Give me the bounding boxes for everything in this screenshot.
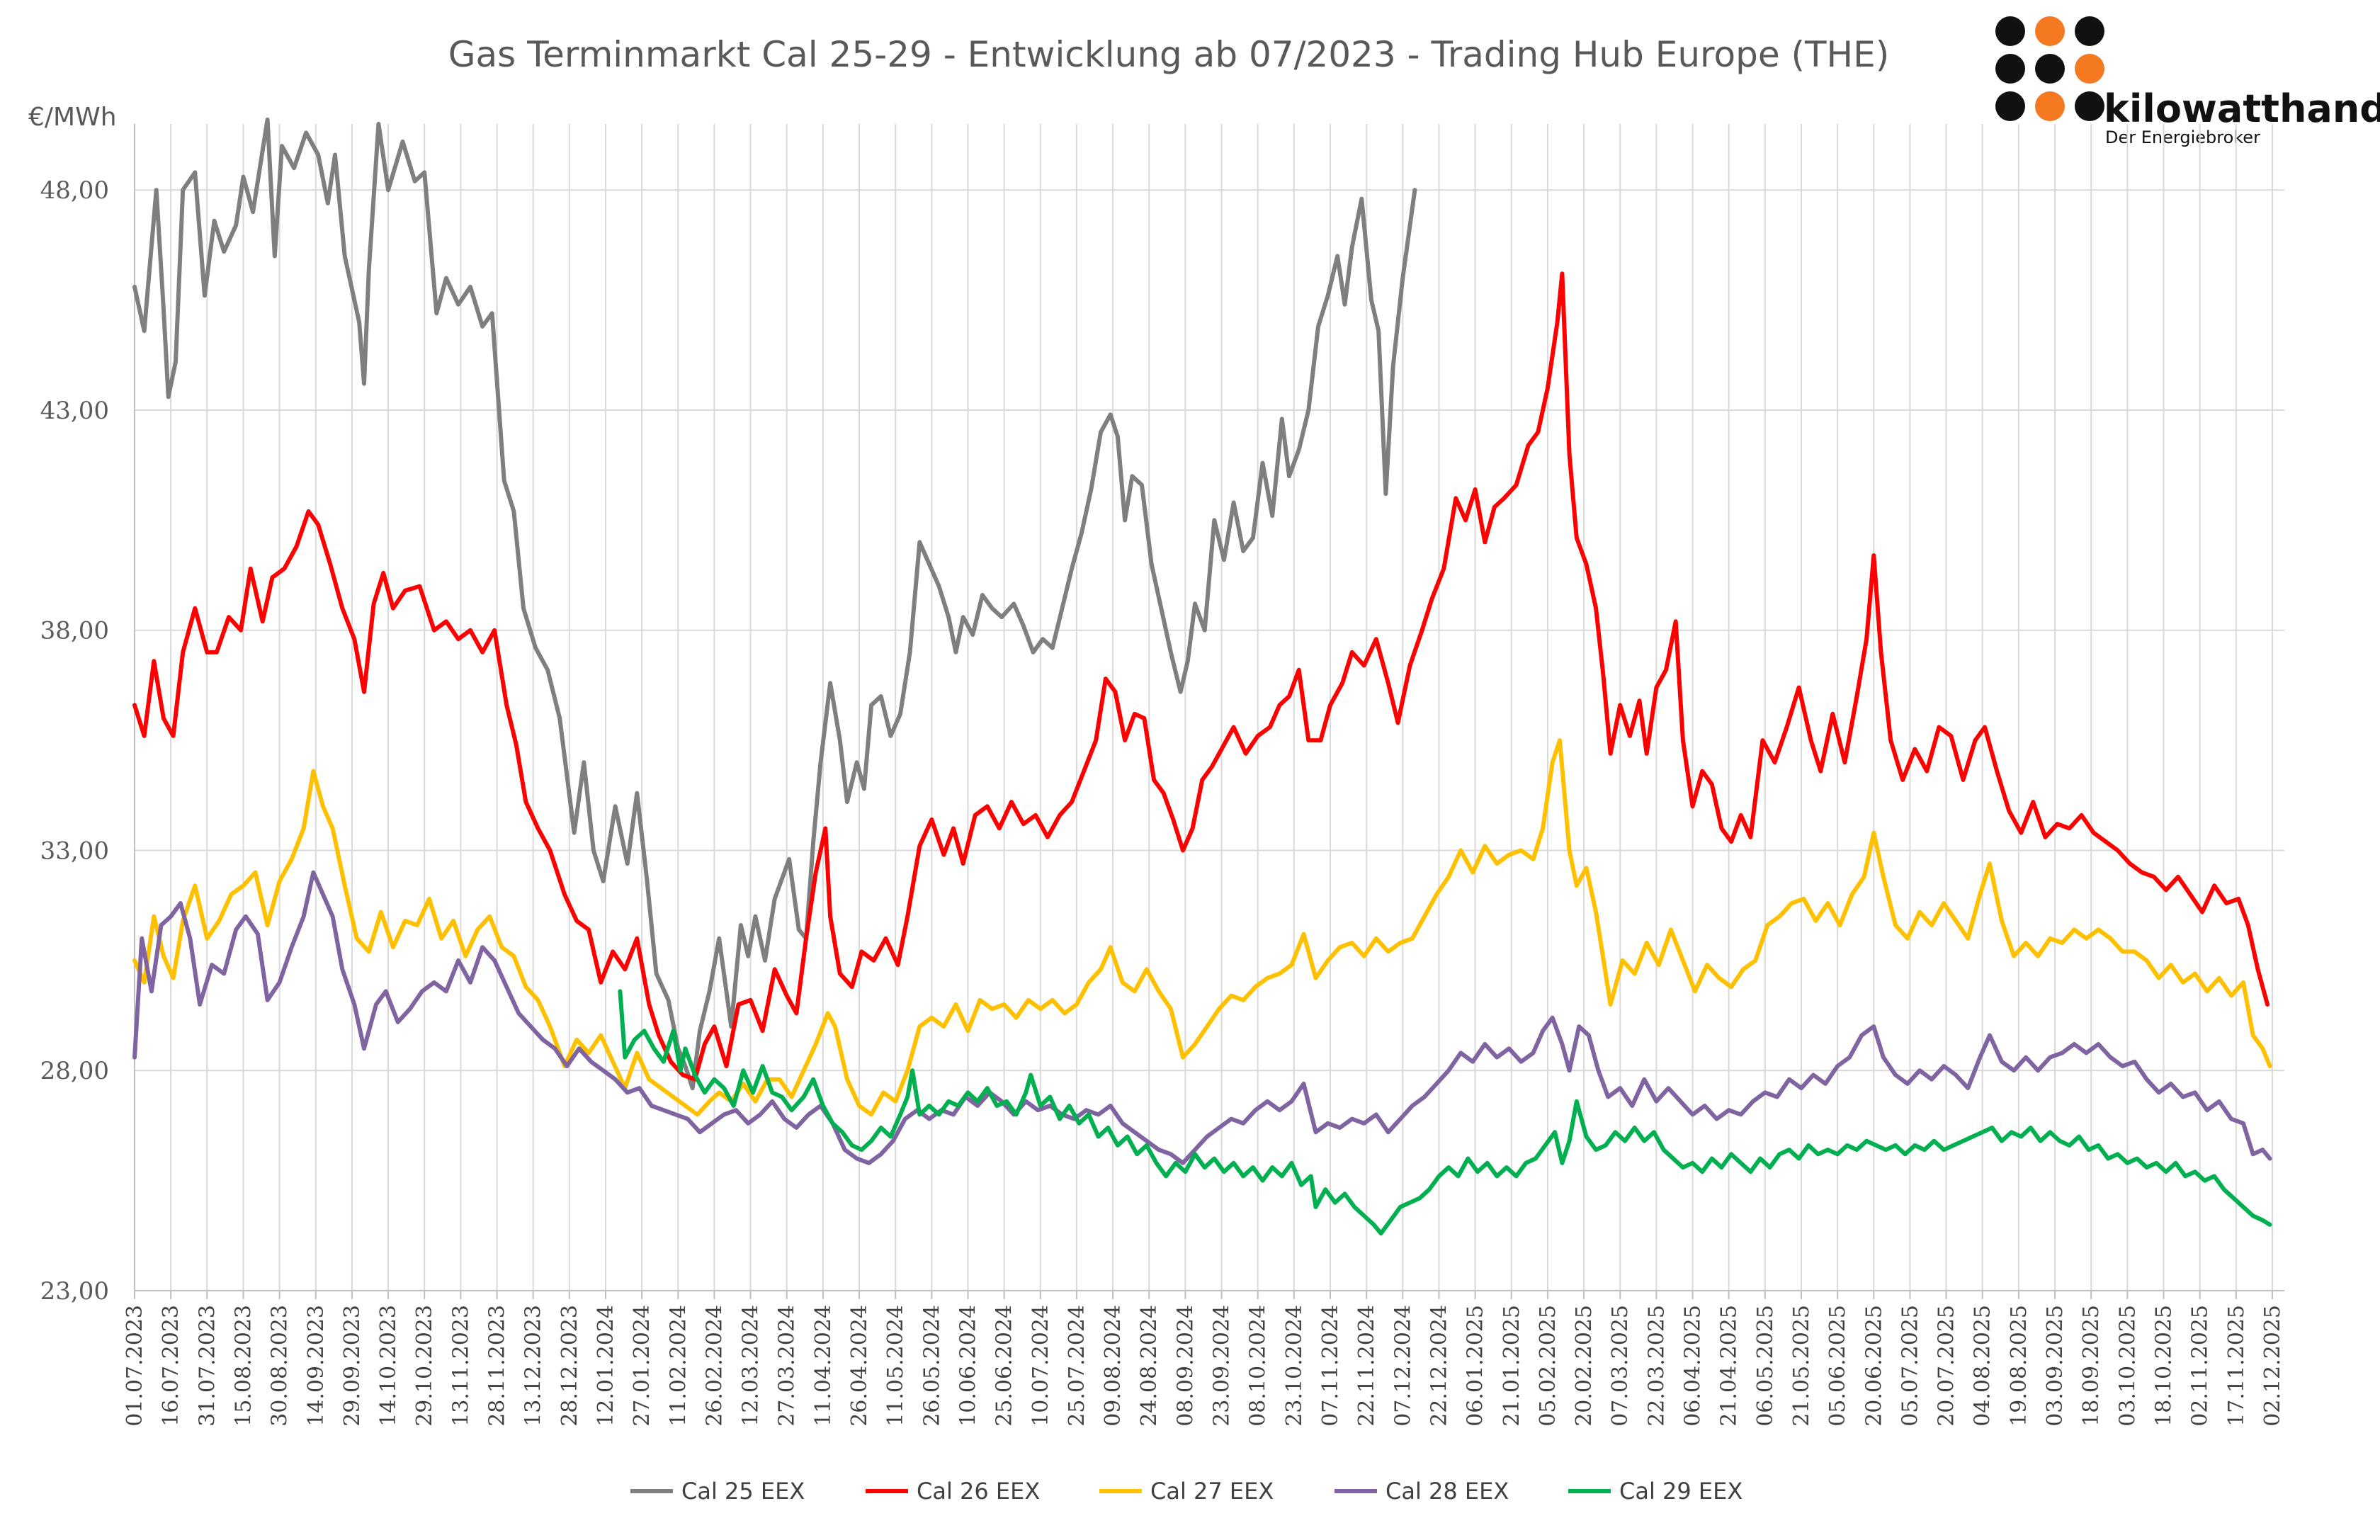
x-tick-label: 06.05.2025 [1753, 1305, 1778, 1427]
x-tick-label: 18.10.2025 [2151, 1305, 2176, 1427]
series-line-cal25 [132, 117, 1417, 1091]
logo-dot-black [2075, 16, 2104, 46]
x-tick-label: 07.03.2025 [1608, 1305, 1633, 1427]
x-tick-label: 15.08.2023 [231, 1305, 256, 1427]
x-tick-label: 06.01.2025 [1463, 1305, 1488, 1427]
y-tick-label: 48,00 [40, 176, 109, 205]
x-tick-label: 12.01.2024 [594, 1305, 618, 1427]
y-tick-label: 28,00 [40, 1057, 109, 1085]
logo-dot-black [2075, 91, 2104, 121]
x-tick-label: 25.06.2024 [992, 1305, 1017, 1427]
x-tick-label: 27.03.2024 [775, 1305, 800, 1427]
logo-dot-black [1995, 16, 2025, 46]
x-tick-label: 05.06.2025 [1825, 1305, 1850, 1427]
x-tick-label: 05.02.2025 [1536, 1305, 1560, 1427]
x-tick-label: 26.05.2024 [919, 1305, 944, 1427]
x-tick-label: 10.06.2024 [956, 1305, 980, 1427]
chart-title: Gas Terminmarkt Cal 25-29 - Entwicklung … [448, 34, 1889, 75]
legend-label: Cal 25 EEX [681, 1478, 805, 1505]
x-tick-label: 11.05.2024 [883, 1305, 908, 1427]
x-tick-label: 03.10.2025 [2115, 1305, 2140, 1427]
x-tick-label: 29.10.2023 [412, 1305, 437, 1427]
x-tick-label: 20.07.2025 [1934, 1305, 1959, 1427]
x-tick-label: 20.06.2025 [1862, 1305, 1886, 1427]
legend-label: Cal 27 EEX [1150, 1478, 1274, 1505]
logo-dot-orange [2035, 16, 2065, 46]
x-tick-label: 09.08.2024 [1101, 1305, 1126, 1427]
x-tick-label: 21.05.2025 [1789, 1305, 1814, 1427]
legend: Cal 25 EEX Cal 26 EEX Cal 27 EEX Cal 28 EEX… [630, 1478, 1742, 1505]
y-axis-ticks: 23,00 28,00 33,00 38,00 43,00 48,00 [40, 176, 109, 1306]
x-tick-label: 31.07.2023 [195, 1305, 220, 1427]
x-tick-label: 23.09.2024 [1210, 1305, 1235, 1427]
logo-dots [1995, 16, 2104, 121]
kilowatthandel-logo: kilowatthandel Der Energiebroker [1995, 16, 2380, 147]
x-tick-label: 19.08.2025 [2007, 1305, 2032, 1427]
series-lines [132, 117, 2272, 1236]
x-tick-label: 13.12.2023 [521, 1305, 546, 1427]
logo-tagline-text: Der Energiebroker [2105, 128, 2260, 147]
y-axis-unit-label: €/MWh [28, 103, 117, 132]
x-tick-label: 22.11.2024 [1354, 1305, 1379, 1427]
x-tick-label: 17.11.2025 [2224, 1305, 2249, 1427]
x-tick-label: 07.12.2024 [1390, 1305, 1415, 1427]
x-tick-label: 23.10.2024 [1282, 1305, 1307, 1427]
x-tick-label: 05.07.2025 [1898, 1305, 1922, 1427]
x-tick-label: 07.11.2024 [1318, 1305, 1343, 1427]
series-line-cal28 [132, 870, 2272, 1165]
x-tick-label: 29.09.2023 [340, 1305, 365, 1427]
x-tick-label: 10.07.2024 [1028, 1305, 1053, 1427]
x-tick-label: 04.08.2025 [1971, 1305, 1995, 1427]
legend-label: Cal 29 EEX [1619, 1478, 1742, 1505]
x-tick-label: 22.03.2025 [1644, 1305, 1669, 1427]
x-tick-label: 20.02.2025 [1572, 1305, 1597, 1427]
logo-brand-text: kilowatthandel [2104, 86, 2380, 131]
x-tick-label: 22.12.2024 [1427, 1305, 1451, 1427]
x-tick-label: 11.02.2024 [666, 1305, 691, 1427]
series-line-cal29 [618, 989, 2272, 1236]
x-tick-label: 06.04.2025 [1681, 1305, 1706, 1427]
x-tick-label: 27.01.2024 [630, 1305, 654, 1427]
x-tick-label: 30.08.2023 [268, 1305, 293, 1427]
x-tick-label: 16.07.2023 [159, 1305, 183, 1427]
x-tick-label: 08.09.2024 [1173, 1305, 1198, 1427]
x-tick-label: 28.11.2023 [485, 1305, 510, 1427]
x-tick-label: 08.10.2024 [1246, 1305, 1271, 1427]
x-tick-label: 21.01.2025 [1500, 1305, 1524, 1427]
logo-dot-orange [2075, 54, 2104, 84]
y-tick-label: 33,00 [40, 837, 109, 865]
horizontal-gridlines [135, 189, 2284, 1072]
x-tick-label: 13.11.2023 [448, 1305, 473, 1427]
series-line-cal26 [132, 271, 2270, 1082]
y-tick-label: 43,00 [40, 397, 109, 425]
logo-dot-black [1995, 54, 2025, 84]
x-tick-label: 25.07.2024 [1065, 1305, 1089, 1427]
logo-dot-black [2035, 54, 2065, 84]
x-tick-label: 03.09.2025 [2043, 1305, 2068, 1427]
x-tick-label: 14.10.2023 [376, 1305, 401, 1427]
x-tick-label: 14.09.2023 [304, 1305, 329, 1427]
x-tick-label: 02.11.2025 [2188, 1305, 2213, 1427]
x-tick-label: 26.04.2024 [847, 1305, 872, 1427]
x-tick-label: 11.04.2024 [811, 1305, 836, 1427]
x-tick-label: 26.02.2024 [702, 1305, 727, 1427]
logo-dot-orange [2035, 91, 2065, 121]
legend-label: Cal 26 EEX [917, 1478, 1040, 1505]
x-tick-label: 28.12.2023 [557, 1305, 582, 1427]
series-line-cal27 [132, 738, 2272, 1117]
legend-label: Cal 28 EEX [1386, 1478, 1509, 1505]
x-tick-label: 02.12.2025 [2260, 1305, 2285, 1427]
x-axis-ticks: 01.07.2023 16.07.2023 31.07.2023 15.08.2023… [123, 1305, 2285, 1427]
x-tick-label: 01.07.2023 [123, 1305, 147, 1427]
y-tick-label: 38,00 [40, 617, 109, 645]
x-tick-label: 12.03.2024 [739, 1305, 764, 1427]
x-tick-label: 18.09.2025 [2079, 1305, 2104, 1427]
y-tick-label: 23,00 [40, 1277, 109, 1306]
logo-dot-black [1995, 91, 2025, 121]
x-tick-label: 21.04.2025 [1717, 1305, 1742, 1427]
x-tick-label: 24.08.2024 [1137, 1305, 1162, 1427]
